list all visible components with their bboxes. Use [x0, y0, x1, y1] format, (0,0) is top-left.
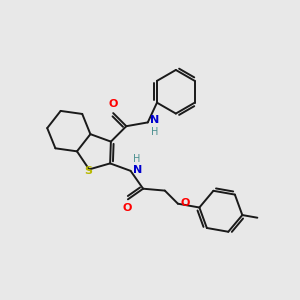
Text: N: N [150, 116, 159, 125]
Text: O: O [122, 203, 132, 213]
Text: O: O [109, 99, 118, 109]
Text: N: N [133, 165, 142, 175]
Text: H: H [151, 128, 158, 137]
Text: H: H [133, 154, 140, 164]
Text: S: S [84, 167, 92, 176]
Text: O: O [181, 198, 190, 208]
